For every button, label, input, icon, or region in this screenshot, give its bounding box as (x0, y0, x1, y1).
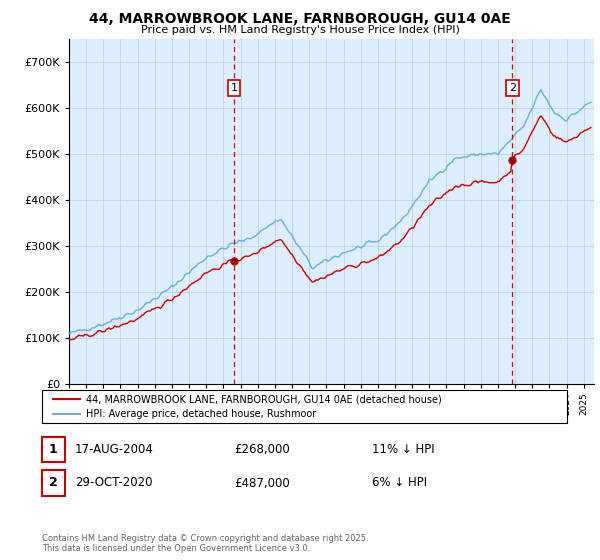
Text: 6% ↓ HPI: 6% ↓ HPI (372, 477, 427, 489)
Text: 44, MARROWBROOK LANE, FARNBOROUGH, GU14 0AE: 44, MARROWBROOK LANE, FARNBOROUGH, GU14 … (89, 12, 511, 26)
Text: 17-AUG-2004: 17-AUG-2004 (75, 443, 154, 456)
Text: £487,000: £487,000 (234, 477, 290, 489)
Text: Contains HM Land Registry data © Crown copyright and database right 2025.
This d: Contains HM Land Registry data © Crown c… (42, 534, 368, 553)
Text: 29-OCT-2020: 29-OCT-2020 (75, 477, 152, 489)
Text: 1: 1 (230, 83, 238, 93)
Text: Price paid vs. HM Land Registry's House Price Index (HPI): Price paid vs. HM Land Registry's House … (140, 25, 460, 35)
Text: 44, MARROWBROOK LANE, FARNBOROUGH, GU14 0AE (detached house): 44, MARROWBROOK LANE, FARNBOROUGH, GU14 … (86, 394, 442, 404)
Text: 2: 2 (509, 83, 516, 93)
Text: 1: 1 (49, 443, 58, 456)
Text: £268,000: £268,000 (234, 443, 290, 456)
Text: 11% ↓ HPI: 11% ↓ HPI (372, 443, 434, 456)
Text: HPI: Average price, detached house, Rushmoor: HPI: Average price, detached house, Rush… (86, 409, 316, 419)
Text: 2: 2 (49, 477, 58, 489)
